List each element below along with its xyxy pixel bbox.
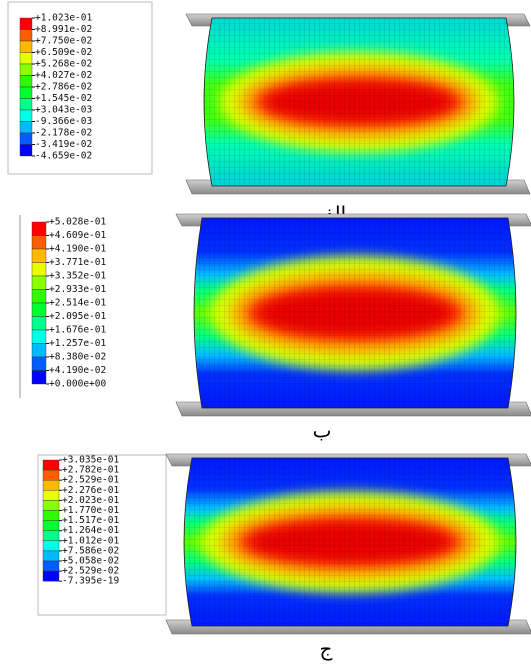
legend-label: +4.027e-02 bbox=[35, 70, 92, 81]
legend-frame bbox=[7, 1, 153, 175]
legend-label: +1.012e-01 bbox=[62, 535, 119, 546]
legend-label: +2.529e-01 bbox=[62, 475, 119, 486]
legend-label: +3.771e-01 bbox=[49, 257, 106, 268]
mesh bbox=[204, 18, 514, 186]
legend-swatch bbox=[31, 235, 47, 250]
legend-swatch bbox=[42, 500, 60, 511]
legend-swatch bbox=[42, 530, 60, 542]
legend-swatch bbox=[31, 356, 47, 371]
legend-swatch bbox=[42, 520, 60, 531]
legend-label: +2.095e-01 bbox=[49, 311, 106, 322]
legend-swatch bbox=[31, 221, 47, 236]
legend-swatch bbox=[31, 275, 47, 290]
legend-label: +7.586e-02 bbox=[62, 545, 119, 556]
legend-swatch bbox=[31, 316, 47, 331]
legend-label: +1.517e-01 bbox=[62, 515, 119, 526]
legend-label: +2.529e-02 bbox=[62, 566, 119, 577]
legend-label: -7.395e-19 bbox=[62, 576, 119, 587]
legend-swatch bbox=[42, 560, 60, 572]
legend-swatch bbox=[19, 132, 33, 145]
legend-swatch bbox=[19, 63, 33, 76]
legend-swatch bbox=[31, 248, 47, 263]
legend-swatch bbox=[19, 109, 33, 122]
caption: ب bbox=[313, 419, 332, 443]
legend-frame bbox=[37, 454, 167, 616]
legend-label: +7.750e-02 bbox=[35, 36, 92, 47]
legend-swatch bbox=[42, 570, 60, 582]
legend-label: -4.659e-02 bbox=[35, 151, 92, 162]
legend-label: +4.190e-02 bbox=[49, 365, 106, 376]
legend-label: +2.276e-01 bbox=[62, 485, 119, 496]
legend-label: +1.676e-01 bbox=[49, 325, 106, 336]
legend-swatch bbox=[31, 289, 47, 304]
legend-label: +0.000e+00 bbox=[49, 379, 106, 390]
legend-swatch bbox=[19, 86, 33, 99]
legend-swatch bbox=[19, 17, 33, 30]
legend-label: +5.058e-02 bbox=[62, 556, 119, 567]
legend-swatch bbox=[19, 98, 33, 111]
legend-swatch bbox=[42, 459, 60, 471]
specimen-outline bbox=[203, 17, 515, 187]
legend-label: +1.545e-02 bbox=[35, 93, 92, 104]
legend-label: +1.257e-01 bbox=[49, 338, 106, 349]
legend-label: +1.264e-01 bbox=[62, 525, 119, 536]
specimen-outline bbox=[193, 217, 517, 409]
specimen bbox=[184, 458, 516, 626]
legend-label: +2.023e-01 bbox=[62, 495, 119, 506]
caption: ج bbox=[320, 637, 333, 661]
legend-swatch bbox=[42, 469, 60, 481]
legend-label: +4.190e-01 bbox=[49, 244, 106, 255]
legend-swatch bbox=[31, 370, 47, 385]
mesh bbox=[184, 458, 516, 626]
legend-label: +5.028e-01 bbox=[49, 217, 106, 228]
legend-label: +8.991e-02 bbox=[35, 24, 92, 35]
legend-label: -9.366e-03 bbox=[35, 116, 92, 127]
specimen-outline bbox=[183, 457, 517, 627]
legend-swatch bbox=[42, 540, 60, 552]
legend-label: +3.352e-01 bbox=[49, 271, 106, 282]
legend-label: +3.043e-03 bbox=[35, 105, 92, 116]
legend-swatch bbox=[42, 490, 60, 501]
legend-label: +5.268e-02 bbox=[35, 59, 92, 70]
legend-swatch bbox=[19, 121, 33, 134]
legend-label: +2.786e-02 bbox=[35, 82, 92, 93]
legend-label: +3.035e-01 bbox=[62, 455, 119, 466]
legend-swatch bbox=[42, 510, 60, 521]
legend-swatch bbox=[19, 144, 33, 157]
legend-swatch bbox=[42, 480, 60, 491]
legend-label: +8.380e-02 bbox=[49, 352, 106, 363]
legend-swatch bbox=[31, 329, 47, 344]
legend-label: -2.178e-02 bbox=[35, 128, 92, 139]
legend-swatch bbox=[19, 40, 33, 53]
legend-label: +1.023e-01 bbox=[35, 13, 92, 24]
legend-swatch bbox=[42, 550, 60, 562]
specimen bbox=[204, 18, 514, 186]
legend-label: +2.782e-01 bbox=[62, 465, 119, 476]
specimen bbox=[194, 218, 516, 408]
legend-swatch bbox=[19, 29, 33, 42]
legend-swatch bbox=[31, 343, 47, 358]
legend-label: -3.419e-02 bbox=[35, 139, 92, 150]
legend-label: +1.770e-01 bbox=[62, 505, 119, 516]
legend-label: +2.514e-01 bbox=[49, 298, 106, 309]
legend-label: +2.933e-01 bbox=[49, 284, 106, 295]
legend-swatch bbox=[19, 52, 33, 65]
legend-swatch bbox=[31, 262, 47, 277]
mesh bbox=[194, 218, 516, 408]
legend-swatch bbox=[31, 302, 47, 317]
legend-label: +6.509e-02 bbox=[35, 47, 92, 58]
legend-label: +4.609e-01 bbox=[49, 230, 106, 241]
legend-swatch bbox=[19, 75, 33, 88]
